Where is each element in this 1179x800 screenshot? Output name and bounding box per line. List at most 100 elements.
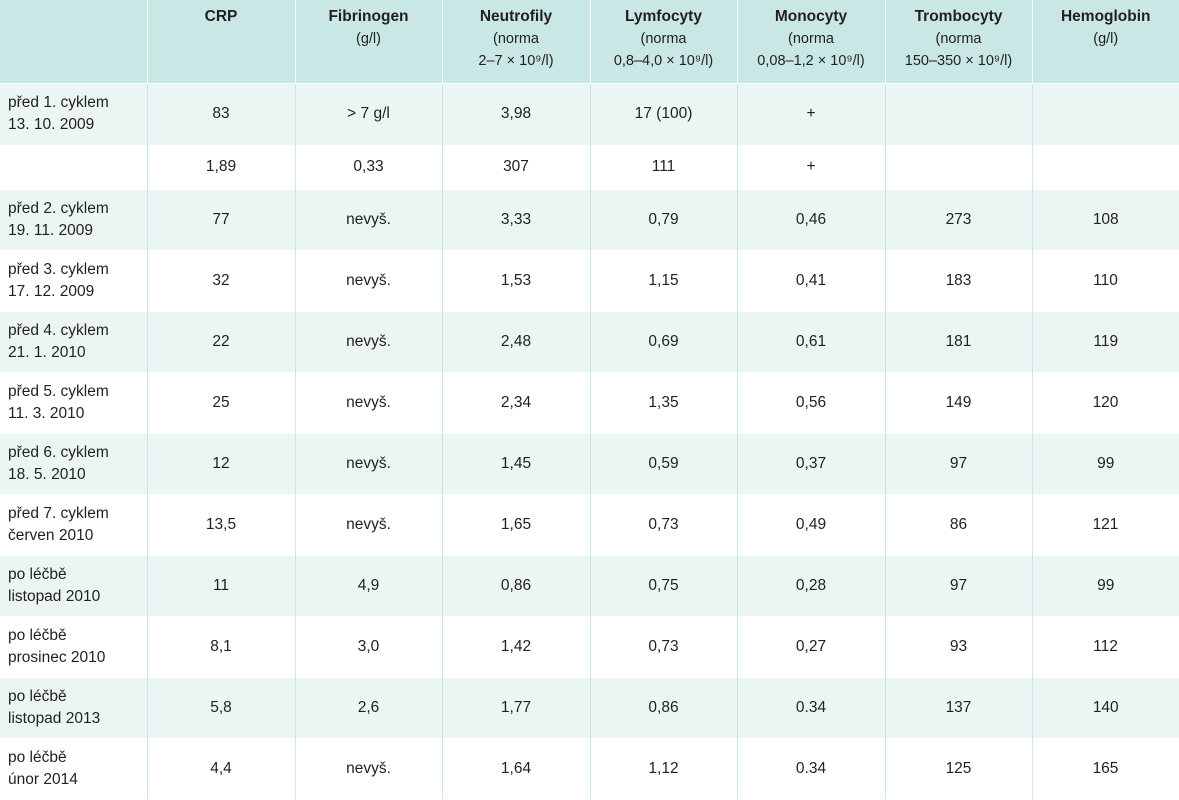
table-cell: nevyš. (295, 310, 443, 372)
row-label-line: prosinec 2010 (8, 648, 106, 666)
table-cell: + (737, 144, 886, 189)
table-cell: 111 (590, 144, 738, 189)
row-label-line: únor 2014 (8, 770, 78, 788)
table-row: po léčbě únor 2014 4,4 nevyš. 1,64 1,12 0.34 12… (0, 737, 1179, 799)
table-row: před 3. cyklem 17. 12. 2009 32 nevyš. 1,53 1,… (0, 249, 1179, 311)
row-label: po léčbě prosinec 2010 (0, 615, 148, 677)
row-label: před 7. cyklem červen 2010 (0, 493, 148, 555)
row-label-line: po léčbě (8, 626, 67, 644)
row-label: po léčbě listopad 2010 (0, 554, 148, 616)
table-cell: 0,49 (737, 493, 886, 555)
table-cell: 1,15 (590, 249, 738, 311)
column-header (0, 0, 148, 83)
table-cell: 1,35 (590, 371, 738, 433)
table-cell: 17 (100) (590, 82, 738, 145)
table-cell: 25 (147, 371, 296, 433)
table-cell (885, 82, 1033, 145)
table-cell: 86 (885, 493, 1033, 555)
table-cell: 0,41 (737, 249, 886, 311)
table-row: po léčbě prosinec 2010 8,1 3,0 1,42 0,73 0,27 9… (0, 615, 1179, 677)
table-cell: 273 (885, 188, 1033, 250)
table-cell: 4,4 (147, 737, 296, 799)
row-label: před 6. cyklem 18. 5. 2010 (0, 432, 148, 494)
table-cell: 2,48 (442, 310, 591, 372)
row-label-line: po léčbě (8, 748, 67, 766)
table-cell: 0,86 (590, 676, 738, 738)
table-cell: 1,89 (147, 144, 296, 189)
row-label-line: 17. 12. 2009 (8, 282, 95, 300)
row-label-line: před 5. cyklem (8, 382, 109, 400)
table-cell: 0,27 (737, 615, 886, 677)
table-cell: 0,73 (590, 615, 738, 677)
row-label: před 3. cyklem 17. 12. 2009 (0, 249, 148, 311)
table-cell: 0,69 (590, 310, 738, 372)
row-label: po léčbě únor 2014 (0, 737, 148, 799)
table-cell: 0,86 (442, 554, 591, 616)
table-cell: 83 (147, 82, 296, 145)
table-cell (1032, 144, 1179, 189)
row-label-line: před 6. cyklem (8, 443, 109, 461)
table-cell: 1,12 (590, 737, 738, 799)
table-cell (1032, 82, 1179, 145)
table-row: 1,89 0,33 307 111 + (0, 144, 1179, 189)
table-cell: 108 (1032, 188, 1179, 250)
table-cell: 97 (885, 432, 1033, 494)
column-header: Lymfocyty (norma 0,8–4,0 × 10⁹/l) (590, 0, 738, 83)
column-header-subtitle: (g/l) (1093, 31, 1119, 47)
table-cell: 13,5 (147, 493, 296, 555)
row-label-line: červen 2010 (8, 526, 94, 544)
row-label-line: před 4. cyklem (8, 321, 109, 339)
table-cell: 99 (1032, 432, 1179, 494)
table-cell: 165 (1032, 737, 1179, 799)
column-header: Monocyty (norma 0,08–1,2 × 10⁹/l) (737, 0, 886, 83)
table-cell: 181 (885, 310, 1033, 372)
table-cell: 1,53 (442, 249, 591, 311)
row-label-line: před 7. cyklem (8, 504, 109, 522)
table-cell: 121 (1032, 493, 1179, 555)
column-header-title: Neutrofily (479, 8, 553, 25)
row-label-line: před 1. cyklem (8, 94, 109, 111)
table-cell: 183 (885, 249, 1033, 311)
row-label-line: 11. 3. 2010 (8, 404, 85, 422)
column-header-title: Monocyty (774, 8, 848, 25)
table-cell: 99 (1032, 554, 1179, 616)
table-cell: 0,61 (737, 310, 886, 372)
table-row: před 6. cyklem 18. 5. 2010 12 nevyš. 1,45 0,5… (0, 432, 1179, 494)
table-cell: 125 (885, 737, 1033, 799)
row-label: po léčbě listopad 2013 (0, 676, 148, 738)
table-cell: 0,73 (590, 493, 738, 555)
table-cell: 0,28 (737, 554, 886, 616)
row-label: před 5. cyklem 11. 3. 2010 (0, 371, 148, 433)
table-cell: 120 (1032, 371, 1179, 433)
table-cell: 1,65 (442, 493, 591, 555)
table-cell: 5,8 (147, 676, 296, 738)
table-cell: 0.34 (737, 737, 886, 799)
column-header-subtitle: (norma (640, 31, 687, 47)
table-cell: 137 (885, 676, 1033, 738)
table-row: po léčbě listopad 2010 11 4,9 0,86 0,75 0,28 97… (0, 554, 1179, 616)
table-cell: 1,45 (442, 432, 591, 494)
table-row: před 2. cyklem 19. 11. 2009 77 nevyš. 3,33 0,… (0, 188, 1179, 250)
table-cell: 0,33 (295, 144, 443, 189)
table-cell: 119 (1032, 310, 1179, 372)
column-header-subtitle: 0,8–4,0 × 10⁹/l) (613, 53, 714, 69)
table-cell: nevyš. (295, 493, 443, 555)
row-label-line: před 3. cyklem (8, 260, 109, 278)
row-label-line: 13. 10. 2009 (8, 116, 95, 133)
table-cell: 0.34 (737, 676, 886, 738)
row-label-line: před 2. cyklem (8, 199, 109, 217)
table-row: před 4. cyklem 21. 1. 2010 22 nevyš. 2,48 0,6… (0, 310, 1179, 372)
table-cell: nevyš. (295, 371, 443, 433)
table-cell: 307 (442, 144, 591, 189)
column-header-title: Fibrinogen (328, 8, 409, 25)
column-header: Neutrofily (norma 2–7 × 10⁹/l) (442, 0, 591, 83)
row-label: před 4. cyklem 21. 1. 2010 (0, 310, 148, 372)
table-cell: 77 (147, 188, 296, 250)
column-header-subtitle: (norma (493, 31, 539, 47)
column-header: Fibrinogen (g/l) (295, 0, 443, 83)
column-header: Trombocyty (norma 150–350 × 10⁹/l) (885, 0, 1033, 83)
table-cell: 0,46 (737, 188, 886, 250)
row-label-line: 18. 5. 2010 (8, 465, 86, 483)
column-header-title: Lymfocyty (625, 8, 702, 25)
